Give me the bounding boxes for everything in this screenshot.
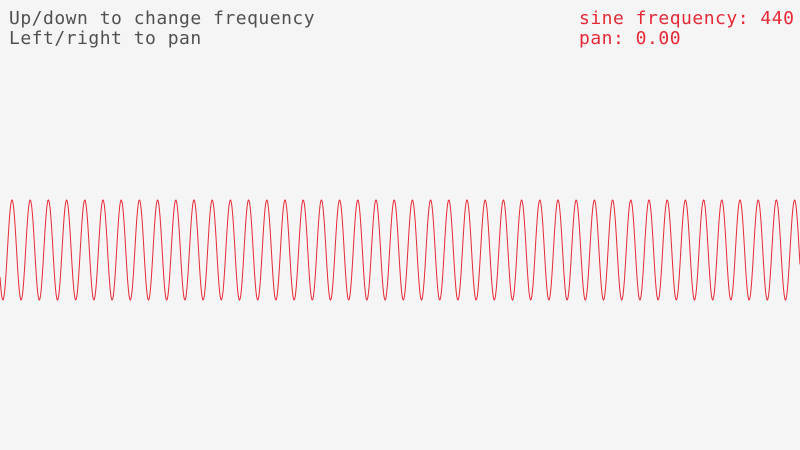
pan-readout: pan: 0.00 (579, 28, 682, 49)
instruction-pan: Left/right to pan (9, 28, 202, 49)
sine-waveform (0, 199, 800, 301)
instruction-frequency: Up/down to change frequency (9, 8, 316, 29)
frequency-readout: sine frequency: 440 (579, 8, 795, 29)
